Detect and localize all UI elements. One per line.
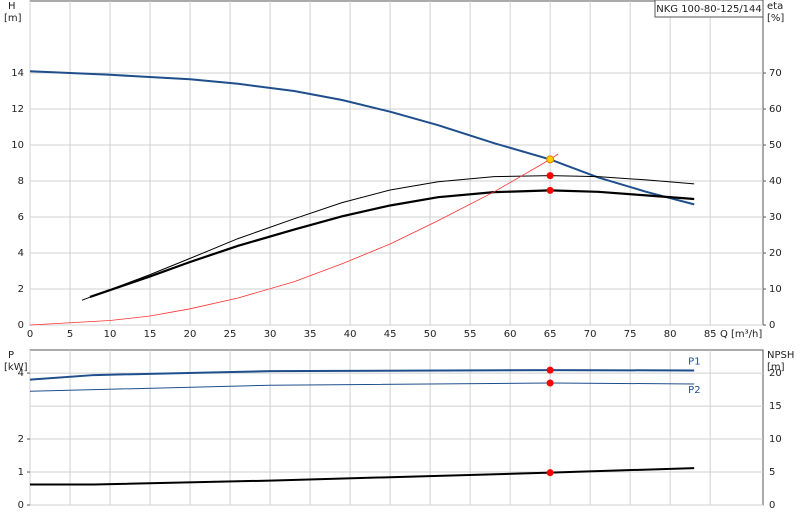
plot-frame [29,0,764,326]
y-tick-label: 2 [18,284,24,295]
curve [29,153,559,326]
chart-title: NKG 100-80-125/144 [656,4,762,15]
y2-tick-label: 70 [769,68,782,79]
y2-tick-label: 50 [769,140,782,151]
x-tick-label: 25 [224,329,237,340]
x-axis-label: Q [720,329,728,340]
y-tick-label: 8 [18,176,24,187]
y2-axis-unit: [%] [767,13,784,24]
duty-point [546,366,554,374]
y2-tick-label: 0 [769,500,775,511]
x-tick-label: 55 [464,329,477,340]
y-tick-label: 12 [11,104,24,115]
curve [29,369,695,381]
curve [29,70,695,206]
y-tick-label: 6 [18,212,24,223]
x-tick-label: 50 [424,329,437,340]
y2-tick-label: 10 [769,434,782,445]
x-tick-label: 80 [664,329,677,340]
series-label: P1 [688,356,700,367]
duty-point [546,469,554,477]
y2-tick-label: 30 [769,212,782,223]
y2-tick-label: 60 [769,104,782,115]
y-tick-label: 4 [18,248,24,259]
duty-point [546,379,554,387]
y2-axis-label: eta [767,1,783,12]
curve [30,467,695,486]
series-label: P2 [688,385,700,396]
curve [81,175,695,301]
y2-tick-label: 20 [769,248,782,259]
y-axis-unit: [kW] [4,362,28,373]
y-tick-label: 14 [11,68,24,79]
title-box [654,0,764,18]
y-tick-label: 0 [18,500,24,511]
x-tick-label: 0 [27,329,33,340]
y2-tick-label: 15 [769,401,782,412]
y-axis-label: H [8,1,16,12]
y2-tick-label: 5 [769,467,775,478]
y2-axis-label: NPSH [767,350,794,361]
y-tick-label: 4 [18,368,24,379]
x-axis-unit: [m³/h] [731,329,762,340]
duty-point [546,155,555,164]
x-tick-label: 35 [304,329,317,340]
y-tick-label: 0 [18,320,24,331]
x-tick-label: 70 [584,329,597,340]
x-tick-label: 15 [144,329,157,340]
y2-tick-label: 10 [769,284,782,295]
curve [89,189,695,298]
x-tick-label: 85 [704,329,717,340]
duty-point [546,186,554,194]
x-tick-label: 5 [67,329,73,340]
y-axis-unit: [m] [4,13,22,24]
y2-axis-unit: [m] [767,362,785,373]
duty-point [546,172,554,180]
x-tick-label: 20 [184,329,197,340]
x-tick-label: 40 [344,329,357,340]
y2-tick-label: 20 [769,368,782,379]
x-tick-label: 45 [384,329,397,340]
y-tick-label: 1 [18,467,24,478]
x-tick-label: 65 [544,329,557,340]
curve [29,382,695,392]
x-tick-label: 75 [624,329,637,340]
y-tick-label: 10 [11,140,24,151]
x-tick-label: 30 [264,329,277,340]
y-tick-label: 2 [18,434,24,445]
y2-tick-label: 40 [769,176,782,187]
x-tick-label: 60 [504,329,517,340]
y2-tick-label: 0 [769,320,775,331]
y-axis-label: P [8,350,14,361]
x-tick-label: 10 [104,329,117,340]
